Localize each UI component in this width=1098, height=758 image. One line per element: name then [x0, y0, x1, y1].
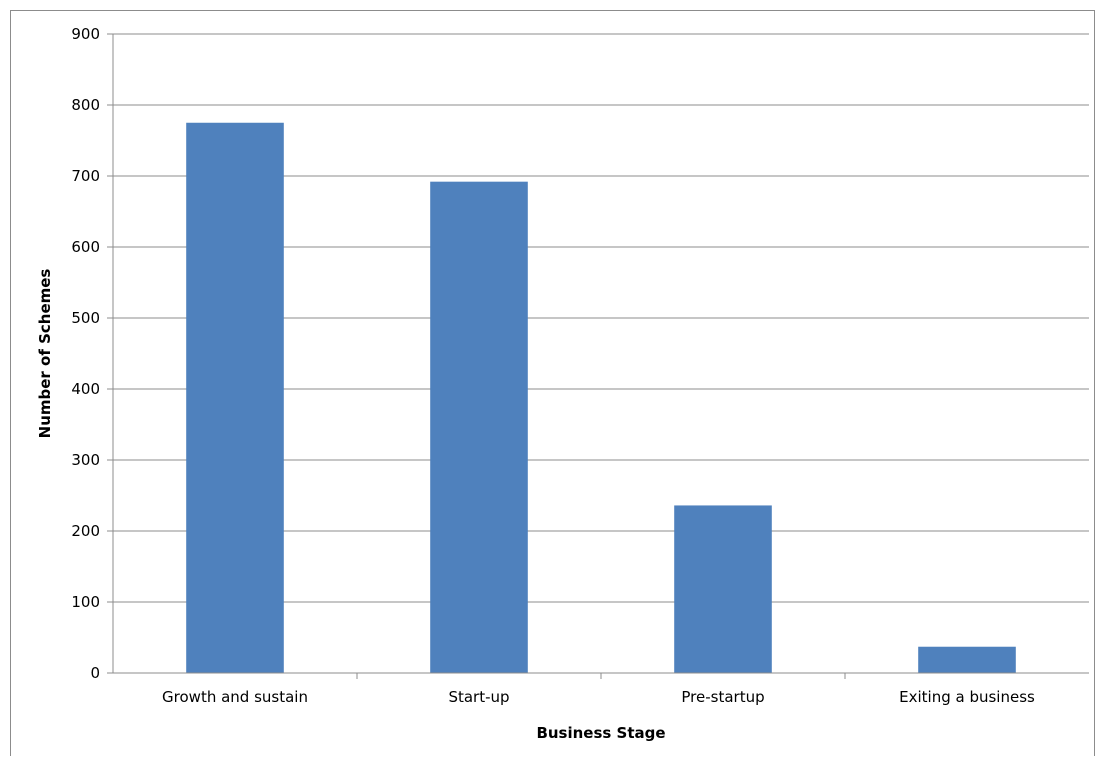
y-tick-label: 500 — [71, 309, 100, 327]
y-tick-label: 700 — [71, 167, 100, 185]
y-tick-label: 400 — [71, 380, 100, 398]
bar — [674, 505, 772, 673]
y-tick-labels: 0 100 200 300 400 500 600 700 800 900 — [71, 25, 100, 682]
bars — [186, 122, 1016, 673]
x-tick-labels: Growth and sustain Start-up Pre-startup Exi… — [162, 673, 1035, 706]
bar — [430, 181, 528, 673]
x-tick-label: Pre-startup — [681, 688, 764, 706]
x-tick-label: Exiting a business — [899, 688, 1035, 706]
y-tick-label: 200 — [71, 522, 100, 540]
y-tick-label: 100 — [71, 593, 100, 611]
bar — [186, 122, 284, 673]
y-tick-label: 900 — [71, 25, 100, 43]
x-axis-title: Business Stage — [536, 724, 665, 742]
chart-frame — [10, 10, 1095, 756]
y-tick-label: 600 — [71, 238, 100, 256]
y-tick-label: 300 — [71, 451, 100, 469]
y-tick-label: 0 — [90, 664, 100, 682]
x-tick-label: Start-up — [448, 688, 509, 706]
bar — [918, 646, 1016, 673]
x-tick-label: Growth and sustain — [162, 688, 308, 706]
y-tick-label: 800 — [71, 96, 100, 114]
y-axis-title: Number of Schemes — [36, 269, 54, 439]
